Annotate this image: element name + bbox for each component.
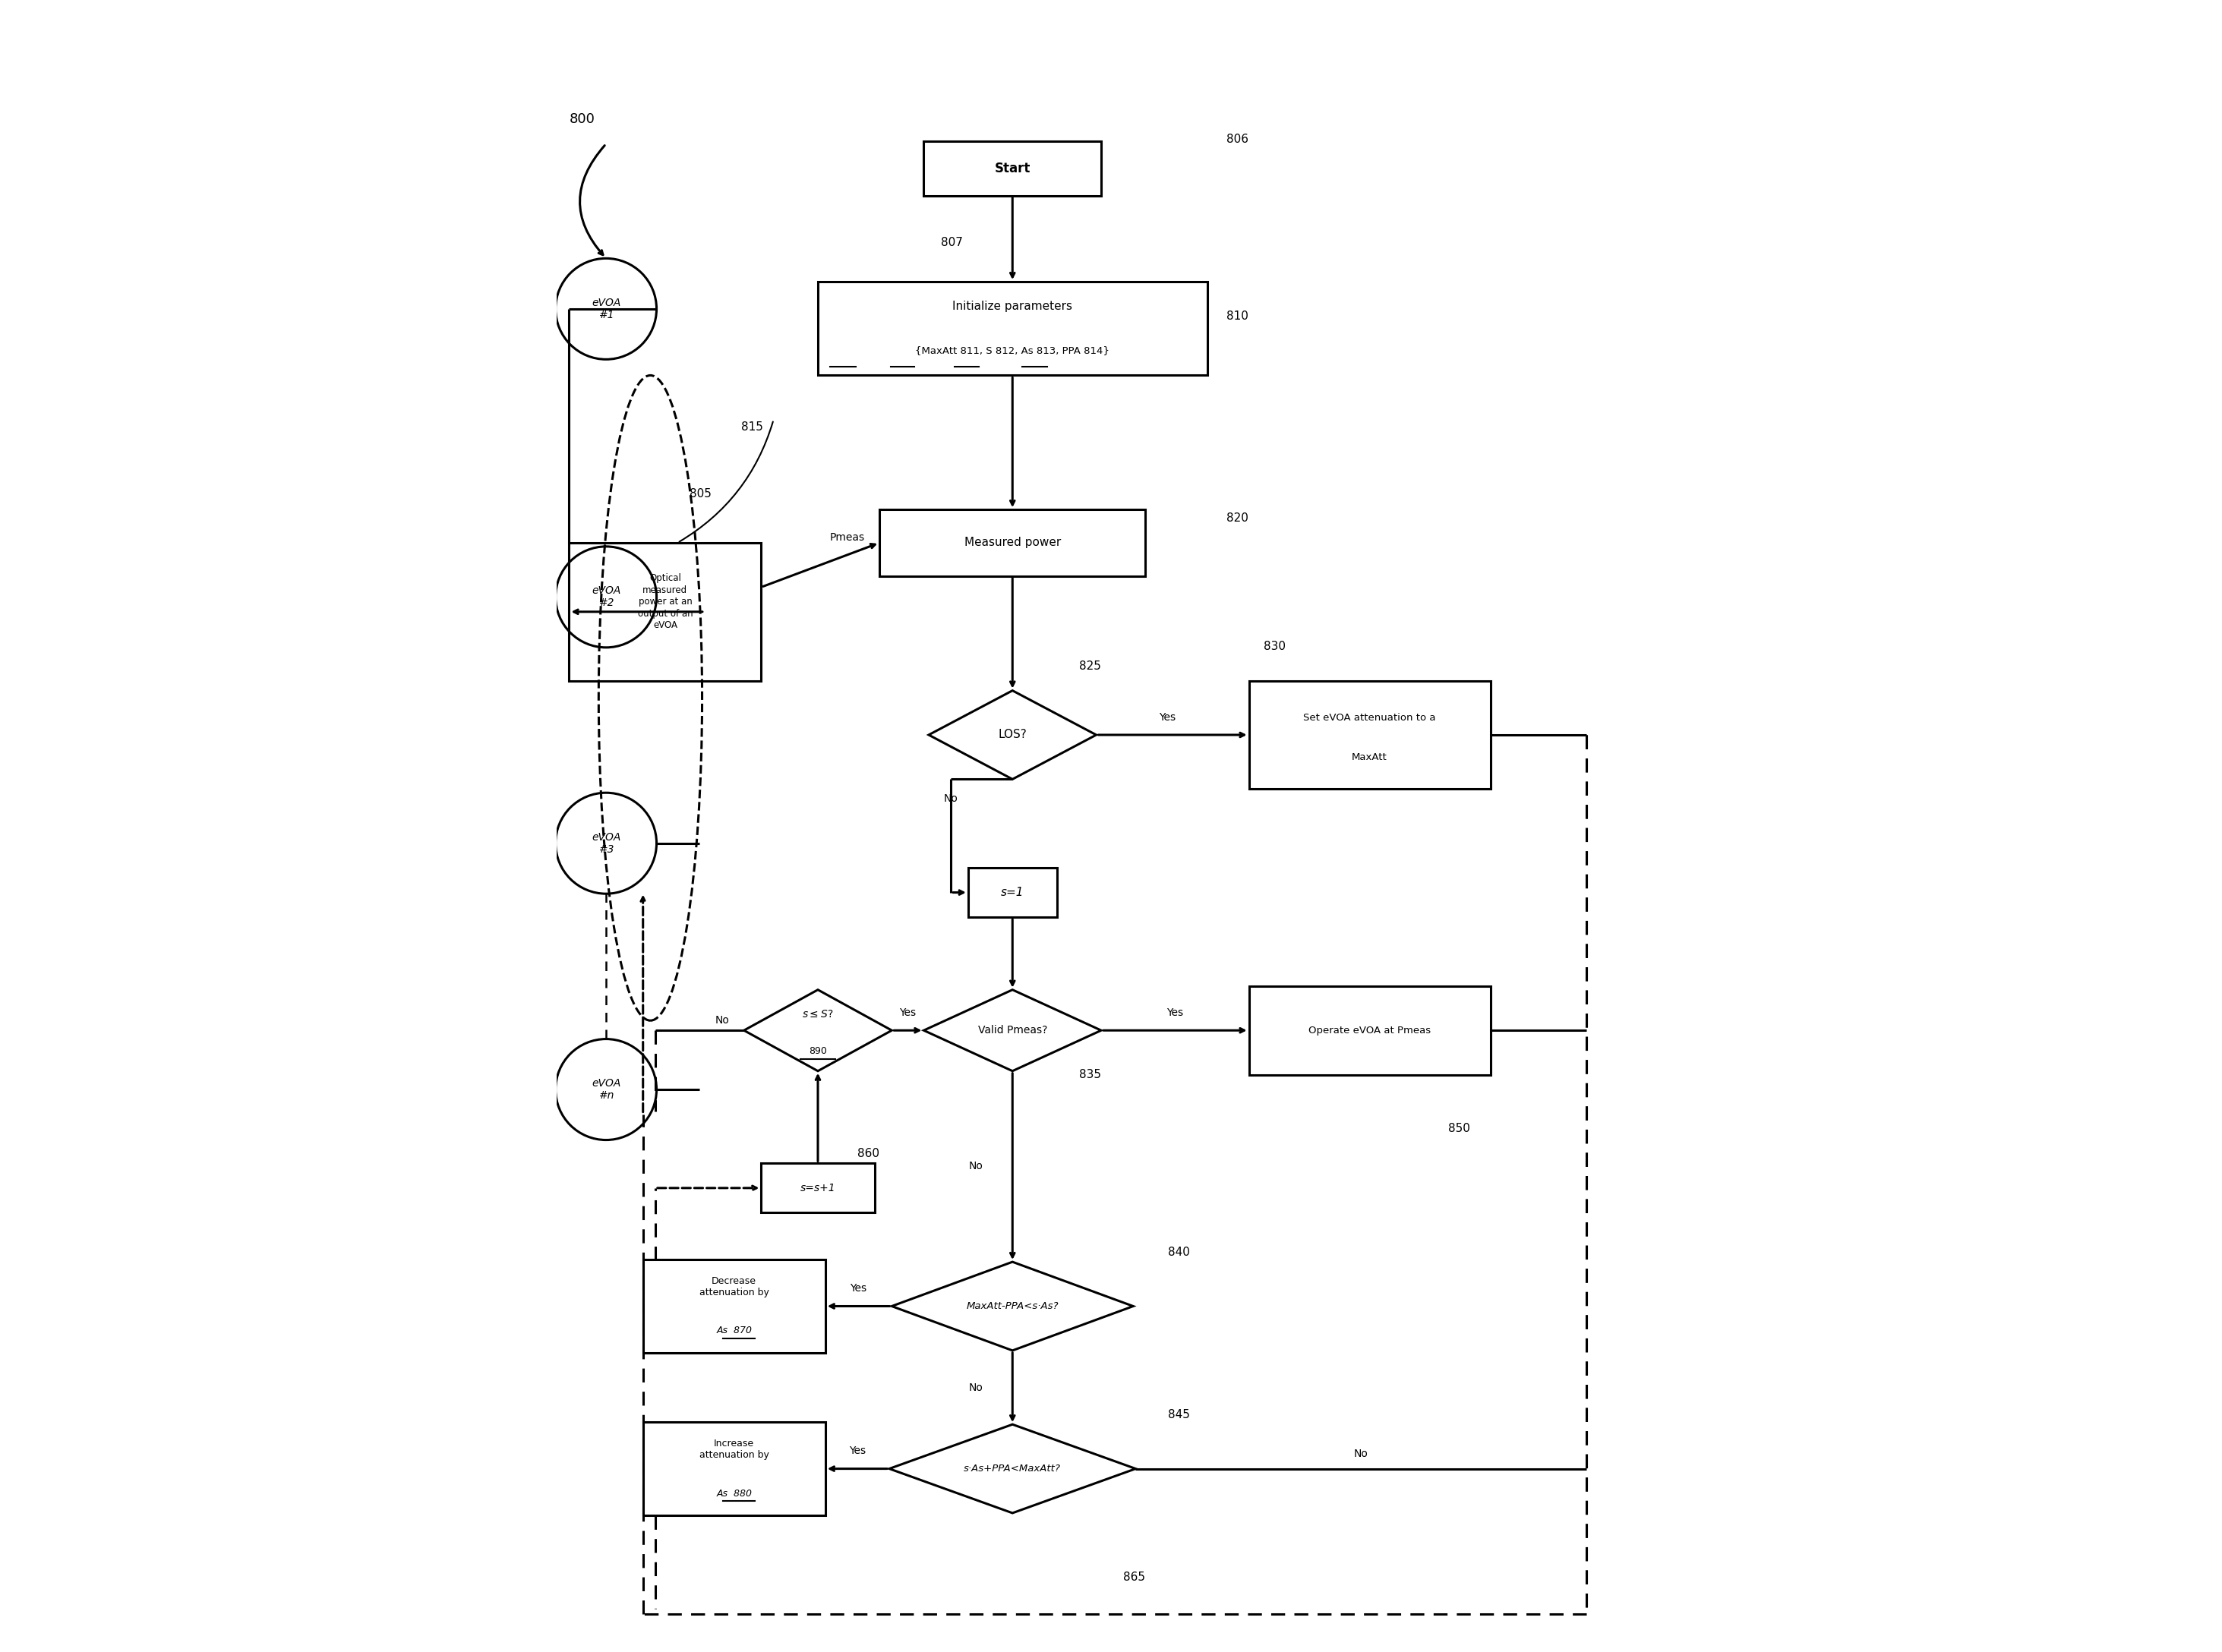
Text: s=1: s=1 xyxy=(1000,887,1024,899)
Text: Decrease
attenuation by: Decrease attenuation by xyxy=(700,1275,769,1297)
Text: {MaxAtt 811, S 812, As 813, PPA 814}: {MaxAtt 811, S 812, As 813, PPA 814} xyxy=(915,345,1109,355)
Text: Yes: Yes xyxy=(1167,1008,1184,1018)
Text: 845: 845 xyxy=(1167,1409,1189,1421)
Text: 865: 865 xyxy=(1124,1571,1144,1583)
Text: No: No xyxy=(1353,1449,1369,1459)
Text: 805: 805 xyxy=(689,487,711,499)
Text: 800: 800 xyxy=(569,112,595,126)
Text: 830: 830 xyxy=(1264,641,1287,653)
FancyBboxPatch shape xyxy=(642,1259,824,1353)
Polygon shape xyxy=(744,990,891,1070)
Text: 820: 820 xyxy=(1227,512,1249,524)
Text: Measured power: Measured power xyxy=(964,537,1060,548)
FancyBboxPatch shape xyxy=(642,1422,824,1515)
Text: 815: 815 xyxy=(742,421,764,433)
Text: No: No xyxy=(715,1016,729,1026)
Text: Valid Pmeas?: Valid Pmeas? xyxy=(978,1026,1047,1036)
Text: Yes: Yes xyxy=(851,1284,867,1294)
Text: 835: 835 xyxy=(1080,1069,1102,1080)
Polygon shape xyxy=(891,1262,1133,1351)
Polygon shape xyxy=(924,990,1102,1070)
Text: Yes: Yes xyxy=(1160,712,1175,722)
FancyBboxPatch shape xyxy=(818,282,1207,375)
Text: eVOA
#1: eVOA #1 xyxy=(591,297,620,320)
FancyBboxPatch shape xyxy=(1249,681,1491,790)
Polygon shape xyxy=(889,1424,1135,1513)
Polygon shape xyxy=(929,691,1095,780)
Text: Start: Start xyxy=(995,162,1031,175)
FancyBboxPatch shape xyxy=(924,142,1102,195)
Text: $s \leq S?$: $s \leq S?$ xyxy=(802,1009,833,1019)
Text: As  870: As 870 xyxy=(715,1327,751,1336)
Text: MaxAtt: MaxAtt xyxy=(1351,752,1387,762)
Text: eVOA
#2: eVOA #2 xyxy=(591,585,620,608)
FancyBboxPatch shape xyxy=(880,509,1147,577)
Text: Operate eVOA at Pmeas: Operate eVOA at Pmeas xyxy=(1309,1026,1431,1036)
Text: Increase
attenuation by: Increase attenuation by xyxy=(700,1439,769,1460)
Text: eVOA
#n: eVOA #n xyxy=(591,1079,620,1100)
Text: 840: 840 xyxy=(1167,1246,1189,1257)
Text: Initialize parameters: Initialize parameters xyxy=(953,301,1073,312)
FancyBboxPatch shape xyxy=(969,867,1058,917)
Text: Yes: Yes xyxy=(849,1446,867,1457)
Text: Optical
measured
power at an
output of an
eVOA: Optical measured power at an output of a… xyxy=(638,573,693,631)
Text: 850: 850 xyxy=(1449,1123,1471,1135)
Text: As  880: As 880 xyxy=(715,1488,751,1498)
Text: No: No xyxy=(944,793,958,805)
Text: Set eVOA attenuation to a: Set eVOA attenuation to a xyxy=(1304,712,1435,722)
FancyBboxPatch shape xyxy=(762,1163,875,1213)
FancyBboxPatch shape xyxy=(1249,986,1491,1075)
Text: MaxAtt-PPA<s·As?: MaxAtt-PPA<s·As? xyxy=(967,1302,1058,1312)
Text: 825: 825 xyxy=(1080,661,1100,672)
Text: No: No xyxy=(969,1383,982,1393)
Text: Yes: Yes xyxy=(900,1008,915,1018)
Text: 860: 860 xyxy=(858,1148,880,1160)
Text: Pmeas: Pmeas xyxy=(829,532,864,544)
FancyBboxPatch shape xyxy=(569,544,762,681)
Text: 810: 810 xyxy=(1227,311,1249,322)
Text: 890: 890 xyxy=(809,1046,827,1056)
Text: LOS?: LOS? xyxy=(998,729,1027,740)
Text: s·As+PPA<MaxAtt?: s·As+PPA<MaxAtt? xyxy=(964,1464,1062,1474)
Text: 807: 807 xyxy=(942,236,962,248)
Text: s=s+1: s=s+1 xyxy=(800,1183,835,1193)
Text: eVOA
#3: eVOA #3 xyxy=(591,831,620,854)
Text: No: No xyxy=(969,1161,982,1171)
Text: 806: 806 xyxy=(1227,134,1249,145)
